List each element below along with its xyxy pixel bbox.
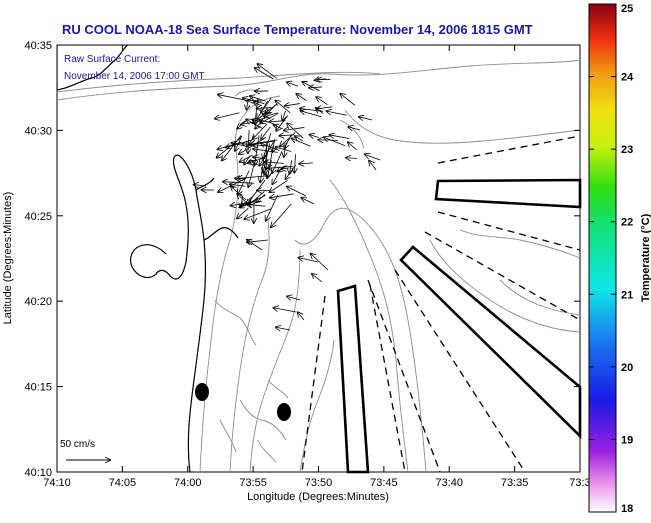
x-tick-label: 73:55 [239,477,267,489]
current-label-line1: Raw Surface Current: [64,54,160,65]
colorbar-tick-label: 23 [621,144,633,156]
x-tick-label: 74:00 [174,477,202,489]
figure-title: RU COOL NOAA-18 Sea Surface Temperature:… [62,22,533,37]
y-tick-label: 40:20 [24,296,52,308]
map-plot-area [57,45,580,472]
x-axis-label: Longitude (Degrees:Minutes) [247,491,389,503]
mooring-dot-east [277,403,291,421]
y-tick-label: 40:15 [24,382,52,394]
y-tick-label: 40:30 [24,125,52,137]
colorbar-label: Temperature (°C) [640,213,651,302]
y-tick-label: 40:25 [24,211,52,223]
current-label-line2: November 14, 2006 17:00 GMT [64,71,205,82]
colorbar-tick-label: 25 [621,3,633,15]
colorbar-tick-label: 19 [621,434,633,446]
colorbar-tick-label: 24 [621,72,634,84]
colorbar-tick-label: 20 [621,362,633,374]
x-tick-label: 74:05 [109,477,137,489]
x-tick-label: 73:45 [370,477,398,489]
colorbar-tick-label: 22 [621,217,633,229]
colorbar-tick-label: 21 [621,289,633,301]
scale-label: 50 cm/s [60,439,95,450]
x-tick-label: 73:50 [305,477,333,489]
x-tick-label: 73:35 [501,477,529,489]
colorbar-tick-label: 18 [621,503,633,515]
current-vector [248,100,261,101]
y-axis-label: Latitude (Degrees:Minutes) [2,192,14,325]
y-tick-label: 40:10 [24,467,52,479]
x-tick-label: 73:40 [435,477,463,489]
y-tick-label: 40:35 [24,40,52,52]
x-tick-label: 73:3 [569,477,590,489]
colorbar [589,4,616,512]
mooring-dot-west [195,383,209,401]
